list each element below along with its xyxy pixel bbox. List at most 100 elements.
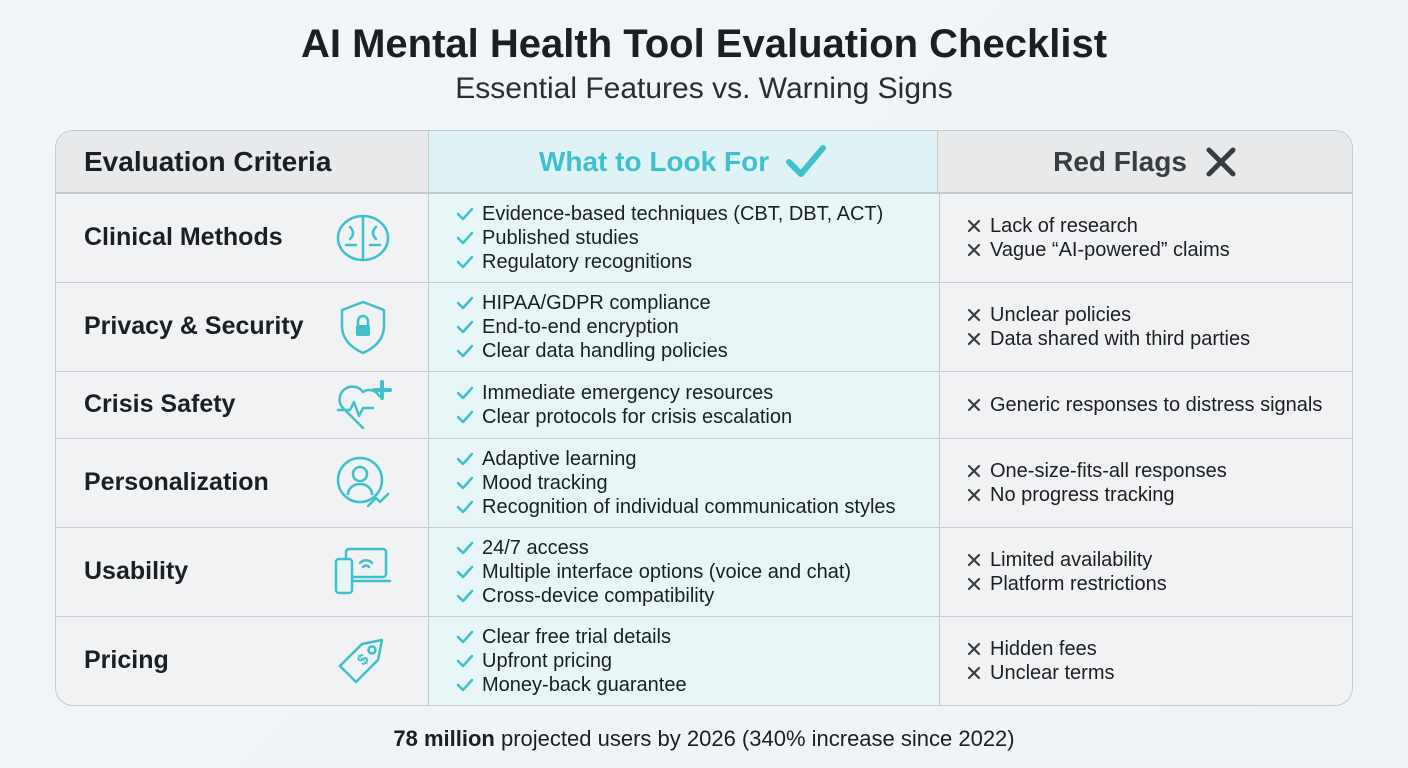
check-icon	[456, 500, 474, 513]
check-icon	[456, 344, 474, 357]
red-flag-text: Vague “AI-powered” claims	[990, 238, 1230, 261]
row-icon: $	[338, 638, 384, 683]
row-divider	[56, 193, 1352, 194]
check-icon	[456, 296, 474, 309]
x-icon	[967, 666, 981, 679]
red-flag-item: Generic responses to distress signals	[966, 393, 1322, 417]
row-icon	[336, 379, 392, 429]
red-flag-text: Hidden fees	[990, 637, 1097, 660]
red-flag-text: One-size-fits-all responses	[990, 459, 1227, 482]
check-icon	[456, 255, 474, 268]
look-for-item: Upfront pricing	[456, 649, 687, 673]
look-for-item: Adaptive learning	[456, 447, 896, 471]
row-icon	[336, 456, 390, 507]
x-icon	[967, 219, 981, 232]
column-header: Evaluation Criteria	[56, 131, 428, 193]
x-icon	[1206, 147, 1236, 176]
red-flag-list: Limited availability Platform restriction…	[966, 527, 1167, 616]
red-flag-list: Generic responses to distress signals	[966, 371, 1322, 438]
look-for-item: HIPAA/GDPR compliance	[456, 291, 728, 315]
red-flag-text: Unclear policies	[990, 303, 1132, 326]
x-icon	[967, 464, 981, 477]
look-for-item: End-to-end encryption	[456, 315, 728, 339]
row-divider	[56, 616, 1352, 617]
red-flag-text: Unclear terms	[990, 661, 1115, 684]
look-for-text: Clear free trial details	[482, 625, 671, 648]
red-flag-item: Data shared with third parties	[966, 327, 1250, 351]
check-icon	[456, 231, 474, 244]
check-icon	[456, 541, 474, 554]
look-for-list: Clear free trial details Upfront pricing M…	[456, 616, 687, 705]
look-for-text: Regulatory recognitions	[482, 250, 693, 273]
look-for-item: Mood tracking	[456, 471, 896, 495]
look-for-item: Clear data handling policies	[456, 339, 728, 363]
x-icon	[967, 577, 981, 590]
x-icon	[967, 398, 981, 411]
check-icon	[456, 410, 474, 423]
column-header-text: What to Look For	[538, 145, 770, 177]
subtitle: Essential Features vs. Warning Signs	[455, 72, 953, 105]
red-flag-item: One-size-fits-all responses	[966, 459, 1227, 483]
red-flag-list: Unclear policies Data shared with third p…	[966, 282, 1250, 371]
red-flag-item: Unclear policies	[966, 303, 1250, 327]
x-icon	[967, 332, 981, 345]
look-for-item: Multiple interface options (voice and ch…	[456, 560, 851, 584]
checklist-table: Evaluation Criteria What to Look For Red…	[55, 130, 1353, 706]
look-for-text: Money-back guarantee	[482, 673, 687, 696]
look-for-text: Mood tracking	[482, 471, 608, 494]
look-for-item: Published studies	[456, 226, 883, 250]
look-for-item: Clear free trial details	[456, 625, 687, 649]
check-icon	[456, 630, 474, 643]
red-flag-text: Platform restrictions	[990, 572, 1167, 595]
x-icon	[967, 553, 981, 566]
red-flag-list: Lack of research Vague “AI-powered” claim…	[966, 193, 1230, 282]
x-icon	[967, 488, 981, 501]
column-header-text: Evaluation Criteria	[84, 145, 332, 177]
red-flag-item: Unclear terms	[966, 661, 1114, 685]
footer: 78 million projected users by 2026 (340%…	[0, 726, 1408, 752]
red-flag-item: Hidden fees	[966, 637, 1114, 661]
title: AI Mental Health Tool Evaluation Checkli…	[300, 22, 1108, 66]
check-icon	[456, 207, 474, 220]
check-icon	[456, 452, 474, 465]
check-icon	[456, 654, 474, 667]
column-header-text: Red Flags	[1053, 145, 1187, 177]
footer-text: projected users by 2026 (340% increase s…	[500, 726, 1015, 751]
look-for-list: HIPAA/GDPR compliance End-to-end encrypti…	[456, 282, 728, 371]
column-header: What to Look For	[428, 131, 938, 193]
look-for-text: Recognition of individual communication …	[482, 495, 896, 518]
red-flag-list: Hidden fees Unclear terms	[966, 616, 1114, 705]
red-flag-item: Vague “AI-powered” claims	[966, 238, 1230, 262]
red-flag-item: Lack of research	[966, 214, 1230, 238]
look-for-item: Recognition of individual communication …	[456, 495, 896, 519]
look-for-text: Published studies	[482, 226, 639, 249]
look-for-text: Immediate emergency resources	[482, 381, 774, 404]
look-for-text: Clear data handling policies	[482, 339, 728, 362]
criterion: Clinical Methods	[84, 223, 283, 251]
check-icon	[456, 386, 474, 399]
look-for-text: Upfront pricing	[482, 649, 613, 672]
look-for-item: Regulatory recognitions	[456, 250, 883, 274]
x-icon	[967, 308, 981, 321]
red-flag-text: No progress tracking	[990, 483, 1175, 506]
row-divider	[56, 282, 1352, 283]
check-icon	[456, 320, 474, 333]
criterion: Pricing	[84, 646, 169, 674]
look-for-text: Multiple interface options (voice and ch…	[482, 560, 852, 583]
look-for-text: Adaptive learning	[482, 447, 637, 470]
criterion: Usability	[84, 557, 189, 585]
row-divider	[56, 438, 1352, 439]
row-icon	[336, 214, 390, 261]
look-for-text: End-to-end encryption	[482, 315, 679, 338]
look-for-list: Immediate emergency resources Clear proto…	[456, 371, 792, 438]
check-icon	[456, 565, 474, 578]
look-for-text: HIPAA/GDPR compliance	[482, 291, 711, 314]
red-flag-item: Platform restrictions	[966, 572, 1167, 596]
look-for-item: Immediate emergency resources	[456, 381, 792, 405]
red-flag-text: Data shared with third parties	[990, 327, 1251, 350]
row-divider	[56, 371, 1352, 372]
look-for-text: Clear protocols for crisis escalation	[482, 405, 793, 428]
look-for-item: Clear protocols for crisis escalation	[456, 405, 792, 429]
x-icon	[967, 642, 981, 655]
